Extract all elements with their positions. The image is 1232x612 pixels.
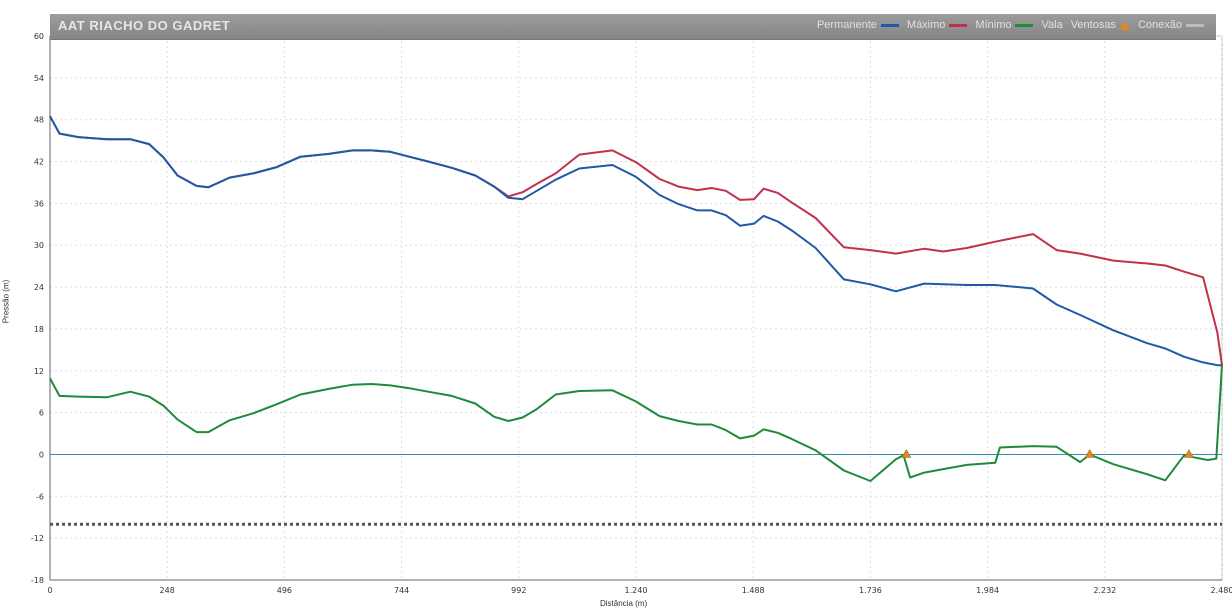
- legend-swatch-icon: [1015, 23, 1034, 27]
- legend-item-permanente: Permanente: [817, 19, 899, 31]
- y-tick-label: 30: [34, 241, 44, 250]
- triangle-icon: [1119, 20, 1130, 30]
- x-tick-label: 992: [511, 586, 526, 595]
- y-tick-label: 60: [34, 32, 44, 41]
- y-tick-label: 54: [34, 74, 44, 83]
- legend-label: Máximo: [906, 19, 946, 31]
- ventosa-marker: [1084, 448, 1095, 458]
- legend-swatch-icon: [1186, 23, 1204, 27]
- series-line-permanente: [49, 115, 1222, 367]
- y-tick-label: 0: [39, 450, 44, 459]
- y-tick-label: 6: [39, 409, 44, 418]
- x-tick-label: 248: [160, 586, 175, 595]
- y-tick-label: 24: [34, 283, 44, 292]
- x-tick-label: 744: [394, 586, 409, 595]
- x-tick-label: 496: [277, 586, 292, 595]
- x-axis-label: Distância (m): [600, 599, 648, 608]
- legend-item-maximo: Máximo: [907, 19, 968, 31]
- legend-swatch-icon: [949, 23, 968, 27]
- chart-title-bar: AAT RIACHO DO GADRET Permanente Máximo M…: [50, 14, 1216, 40]
- legend-item-ventosas: Ventosas: [1071, 19, 1130, 31]
- y-tick-label: 12: [34, 367, 44, 376]
- y-tick-label: -12: [31, 534, 44, 543]
- y-tick-label: 36: [34, 199, 44, 208]
- legend-item-vala: Vala: [1041, 19, 1062, 31]
- chart-title: AAT RIACHO DO GADRET: [58, 18, 231, 33]
- legend-label: Conexão: [1137, 19, 1182, 31]
- ventosa-marker: [901, 448, 912, 458]
- x-tick-label: 0: [47, 586, 52, 595]
- y-tick-label: -18: [31, 576, 44, 585]
- legend-label: Permanente: [816, 19, 877, 31]
- y-tick-label: 18: [34, 325, 44, 334]
- legend-item-minimo: Mínimo: [975, 19, 1034, 31]
- legend-swatch-icon: [880, 23, 899, 27]
- legend-label: Ventosas: [1070, 19, 1116, 31]
- legend-label: Mínimo: [975, 19, 1012, 31]
- y-axis-label: Pressão (m): [1, 279, 11, 324]
- series-line-minimo: [49, 365, 1223, 482]
- y-tick-label: 48: [34, 116, 44, 125]
- legend: Permanente Máximo Mínimo Vala Ventosas C…: [817, 19, 1204, 31]
- y-tick-label: -6: [36, 492, 44, 501]
- legend-label: Vala: [1041, 19, 1063, 31]
- x-tick-label: 2.480: [1211, 586, 1232, 595]
- x-tick-label: 2.232: [1093, 586, 1116, 595]
- legend-item-conexao: Conexão: [1138, 19, 1204, 31]
- ventosa-marker: [1183, 448, 1194, 458]
- x-tick-label: 1.984: [976, 586, 999, 595]
- x-tick-label: 1.488: [742, 586, 765, 595]
- y-tick-label: 42: [34, 158, 44, 167]
- x-tick-label: 1.736: [859, 586, 882, 595]
- x-tick-label: 1.240: [625, 586, 648, 595]
